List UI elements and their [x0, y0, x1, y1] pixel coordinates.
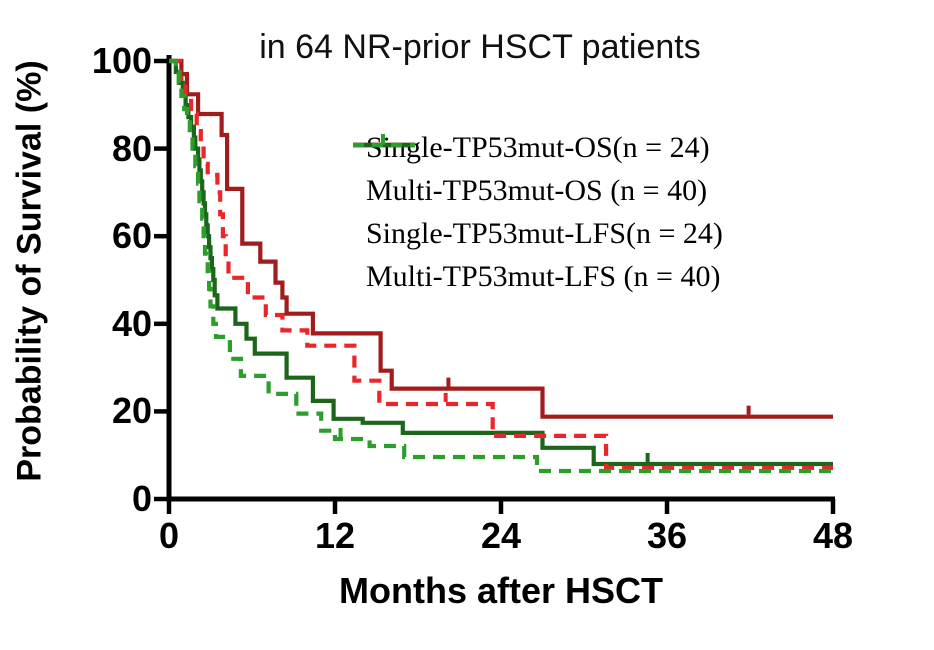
legend-item-multi-os: Multi-TP53mut-OS (n = 40): [352, 134, 723, 209]
x-tick-label: 48: [812, 515, 854, 556]
axes: [154, 55, 836, 514]
curve-single-os: [169, 58, 833, 419]
chart-title: in 64 NR-prior HSCT patients: [259, 28, 701, 66]
x-tick-label: 0: [158, 515, 180, 556]
legend-item-multi-lfs: Multi-TP53mut-LFS (n = 40): [352, 134, 723, 295]
curve-multi-lfs: [169, 58, 833, 474]
legend: Single-TP53mut-OS(n = 24) Multi-TP53mut-O…: [352, 130, 723, 302]
legend-label: Single-TP53mut-LFS(n = 24): [366, 217, 723, 250]
x-tick-label: 24: [480, 515, 522, 556]
x-axis-label: Months after HSCT: [339, 570, 663, 611]
survival-curves: [169, 58, 833, 474]
legend-item-single-lfs: Single-TP53mut-LFS(n = 24): [352, 134, 723, 252]
curve-multi-os: [169, 58, 833, 467]
y-tick-label: 80: [111, 127, 152, 169]
y-tick-label: 0: [131, 478, 152, 519]
legend-label: Multi-TP53mut-LFS (n = 40): [366, 260, 721, 293]
legend-label: Single-TP53mut-OS(n = 24): [366, 131, 710, 164]
curve-single-lfs: [169, 58, 833, 470]
x-tick-label: 36: [646, 515, 688, 556]
x-tick-label: 12: [314, 515, 356, 556]
y-tick-label: 20: [111, 390, 152, 432]
y-tick-label: 40: [111, 302, 152, 344]
legend-label: Multi-TP53mut-OS (n = 40): [366, 174, 708, 207]
y-tick-label: 60: [111, 215, 152, 257]
legend-swatch-multi-lfs-dashed-line-icon: [353, 134, 415, 148]
y-tick-label: 100: [91, 40, 152, 81]
